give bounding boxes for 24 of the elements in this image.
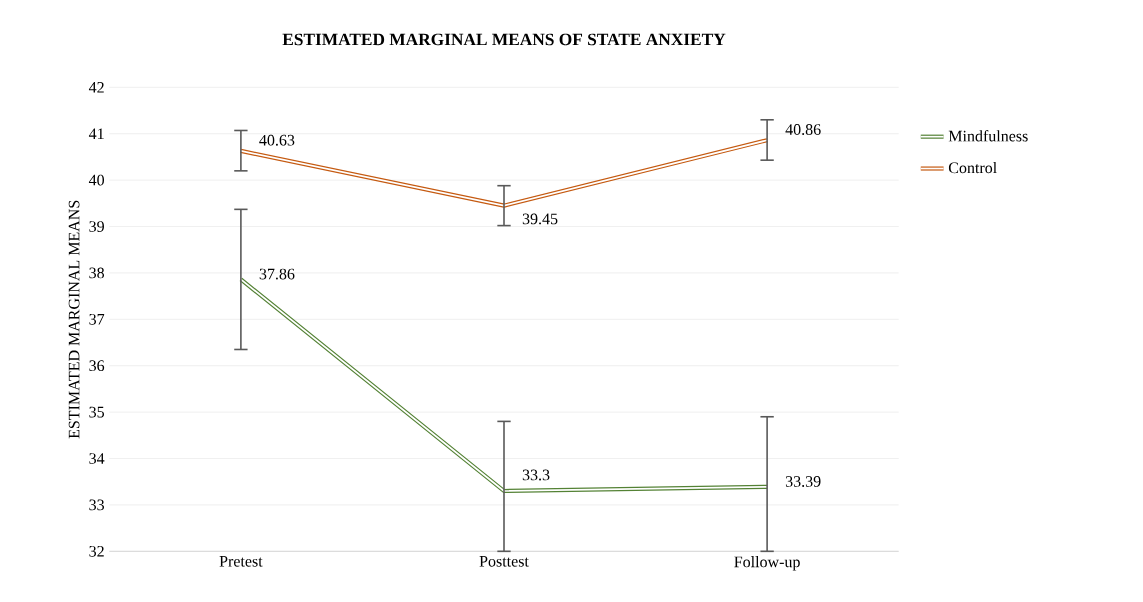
y-tick-label: 42 xyxy=(88,82,104,93)
data-label: 37.86 xyxy=(259,268,295,280)
y-tick-label: 35 xyxy=(89,406,105,418)
y-tick-label: 41 xyxy=(88,128,104,139)
y-tick-label: 37 xyxy=(89,313,105,325)
y-tick-label: 32 xyxy=(89,545,104,557)
x-tick-label: Follow-up xyxy=(734,556,800,571)
y-tick-label: 34 xyxy=(89,453,105,464)
data-label: 33.39 xyxy=(785,476,821,487)
y-tick-label: 39 xyxy=(89,221,104,232)
y-tick-label: 38 xyxy=(89,267,105,279)
y-tick-label: 36 xyxy=(89,360,105,372)
data-label: 39.45 xyxy=(522,213,558,225)
data-label: 40.86 xyxy=(785,124,821,135)
y-tick-label: 33 xyxy=(89,499,105,511)
data-label: 40.63 xyxy=(259,134,295,146)
legend-label: Mindfulness xyxy=(948,130,1028,142)
chart-title: ESTIMATED MARGINAL MEANS OF STATE ANXIETY xyxy=(282,33,726,46)
data-label: 33.3 xyxy=(522,469,550,481)
legend-label: Control xyxy=(948,161,997,174)
x-tick-label: Pretest xyxy=(219,556,263,567)
y-axis-title: ESTIMATED MARGINAL MEANS xyxy=(68,200,80,439)
y-tick-label: 40 xyxy=(88,174,105,186)
x-tick-label: Posttest xyxy=(479,556,529,567)
